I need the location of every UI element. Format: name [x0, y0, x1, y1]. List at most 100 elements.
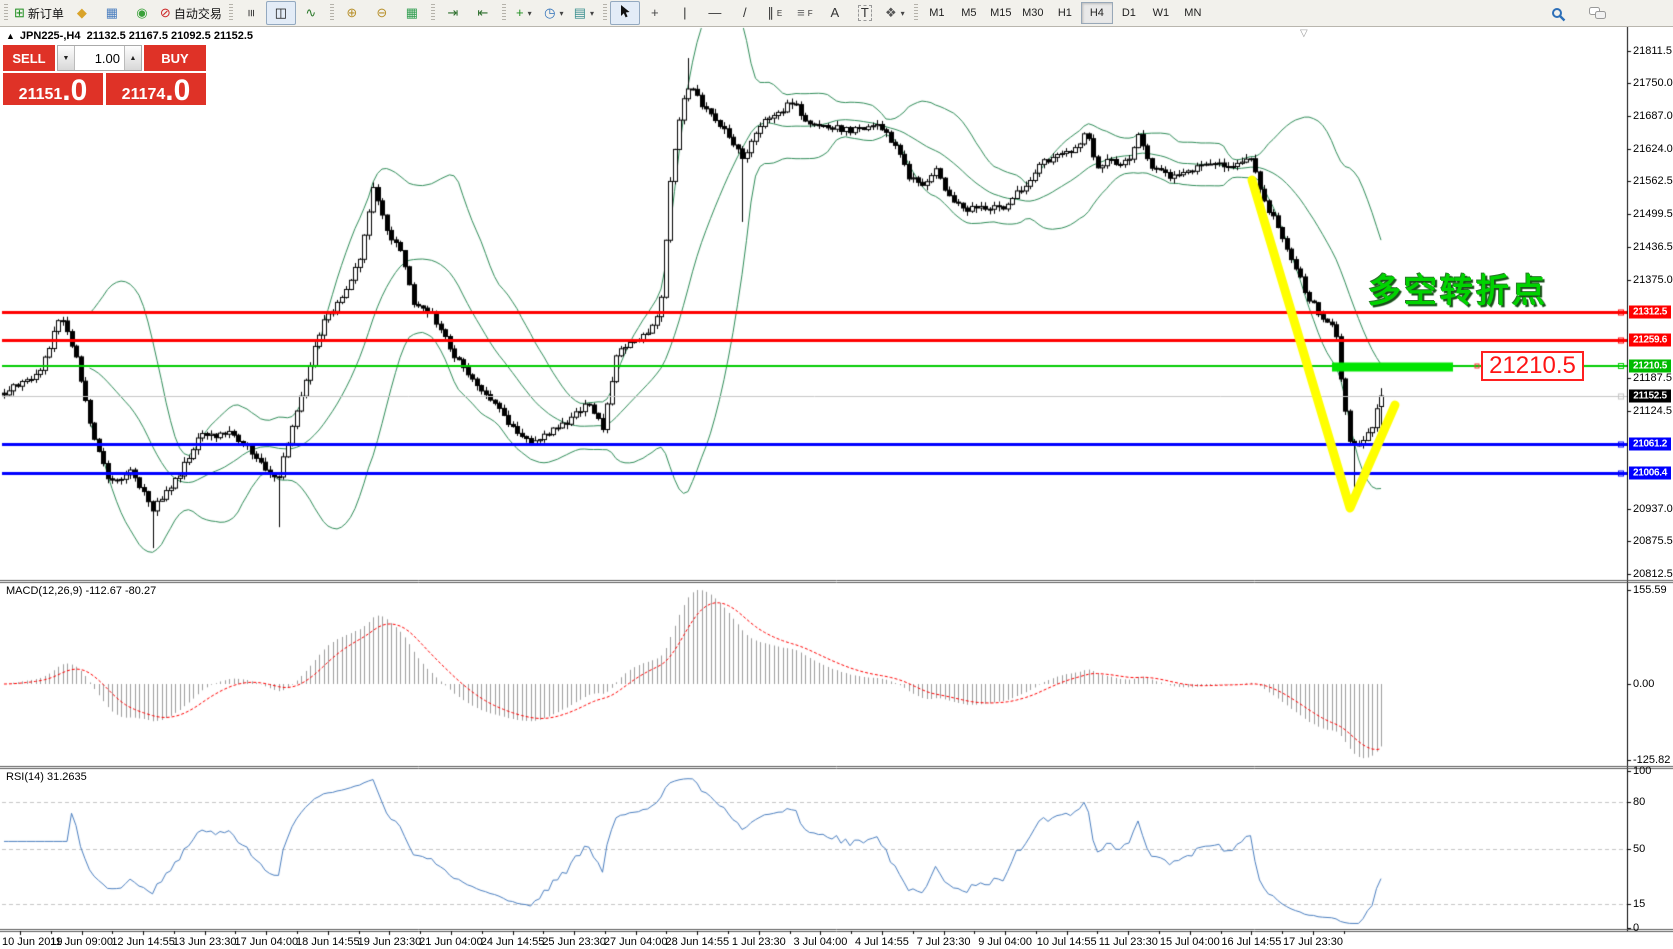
fibonacci-button[interactable]: ≡ F	[797, 5, 813, 20]
time-tick-label: 10 Jun 2019	[2, 936, 63, 948]
text-button[interactable]: A	[820, 1, 850, 25]
periods-icon: ◷	[544, 5, 556, 20]
time-tick-label: 24 Jun 14:55	[480, 936, 545, 948]
zoom-in-button[interactable]: ⊕	[337, 1, 367, 25]
search-button[interactable]	[1543, 2, 1573, 26]
price-tick-label: 21687.0	[1633, 110, 1673, 123]
periods-button[interactable]: ◷ ▾	[539, 1, 569, 25]
bar-chart-button[interactable]: ≡	[236, 1, 266, 25]
line-chart-icon: ∿	[305, 5, 317, 20]
cursor-button[interactable]	[609, 1, 640, 25]
autoscroll-icon: ⇥	[447, 5, 459, 20]
buy-price[interactable]: 21174.0	[106, 73, 206, 106]
eraser-button[interactable]: ◆	[67, 1, 97, 25]
timeframe-d1-button[interactable]: D1	[1121, 7, 1136, 19]
chart-shift-marker[interactable]: ▽	[1300, 28, 1308, 39]
timeframe-w1-button[interactable]: W1	[1152, 7, 1170, 19]
macd-label: MACD(12,26,9) -112.67 -80.27	[6, 585, 157, 597]
templates-button[interactable]: ▤ ▾	[569, 1, 599, 25]
chart-window: ▲ JPN225-,H4 21132.5 21167.5 21092.5 2115…	[0, 27, 1673, 949]
time-tick-label: 10 Jul 14:55	[1036, 936, 1097, 948]
timeframe-m1-button[interactable]: M1	[929, 7, 945, 19]
signal-icon: ◉	[136, 5, 148, 20]
trendline-icon: /	[743, 5, 747, 20]
vertical-line-button[interactable]: |	[670, 1, 700, 25]
timeframe-m5-button[interactable]: M5	[961, 7, 977, 19]
templates-icon: ▤	[573, 5, 586, 20]
line-chart-button[interactable]: ∿	[296, 1, 326, 25]
rsi-tick-label: 100	[1633, 764, 1652, 777]
sell-price[interactable]: 21151.0	[3, 73, 103, 106]
time-tick-label: 19 Jun 23:30	[357, 936, 422, 948]
turning-point-annotation[interactable]: 多空转折点	[1368, 272, 1548, 309]
timeframe-m30-button[interactable]: M30	[1022, 7, 1044, 19]
timeframe-m15-button[interactable]: M15	[990, 7, 1012, 19]
crosshair-button[interactable]: +	[640, 1, 670, 25]
timeframe-h4-button[interactable]: H4	[1080, 2, 1113, 24]
macd-tick-label: -125.82	[1633, 754, 1671, 767]
price-tick-label: 20812.5	[1633, 568, 1673, 581]
symbol-title: ▲ JPN225-,H4 21132.5 21167.5 21092.5 2115…	[6, 30, 253, 42]
timeframe-mn-button[interactable]: MN	[1184, 7, 1202, 19]
candlestick-chart-button[interactable]: ◫	[265, 1, 296, 25]
chart-window-button[interactable]: ▦	[97, 1, 127, 25]
autoscroll-button[interactable]: ⇥	[438, 1, 468, 25]
time-tick-label: 7 Jul 23:30	[916, 936, 971, 948]
dropdown-arrow-icon[interactable]: ▾	[559, 8, 564, 18]
chart-shift-icon: ⇤	[477, 5, 489, 20]
price-tick-label: 21124.5	[1633, 404, 1672, 417]
price-line-badge: 21006.4	[1629, 466, 1671, 480]
time-tick-label: 17 Jun 04:00	[234, 936, 299, 948]
symbol-name: JPN225-,H4	[19, 30, 81, 42]
text-icon: A	[830, 5, 840, 20]
tile-windows-icon: ▦	[405, 5, 418, 20]
volume-input[interactable]	[75, 46, 124, 70]
time-tick-label: 4 Jul 14:55	[855, 936, 909, 948]
timeframe-h1-button[interactable]: H1	[1057, 7, 1072, 19]
panel-collapse-arrow[interactable]: ▲	[6, 31, 15, 41]
horizontal-line-icon: —	[708, 5, 722, 20]
equidistant-channel-button[interactable]: ∥ E	[767, 5, 783, 20]
time-tick-label: 1 Jul 23:30	[731, 936, 786, 948]
price-tick-label: 21187.5	[1633, 371, 1672, 384]
dropdown-arrow-icon[interactable]: ▾	[527, 8, 532, 18]
signal-button[interactable]: ◉	[127, 1, 157, 25]
chart-canvas[interactable]	[0, 27, 1673, 949]
buy-button[interactable]: BUY	[144, 45, 206, 71]
dropdown-arrow-icon[interactable]: ▾	[589, 8, 594, 18]
time-tick-label: 18 Jun 14:55	[296, 936, 360, 948]
text-label-icon: T	[857, 5, 872, 21]
price-line-badge: 21061.2	[1629, 437, 1671, 451]
macd-tick-label: 0.00	[1633, 678, 1655, 690]
time-tick-label: 9 Jul 04:00	[978, 936, 1033, 948]
trendline-button[interactable]: /	[730, 1, 760, 25]
zoom-out-button[interactable]: ⊖	[367, 1, 397, 25]
new-order-button[interactable]: ⊞ 新订单	[11, 1, 67, 25]
price-tick-label: 20937.0	[1633, 502, 1673, 515]
horizontal-line-button[interactable]: —	[700, 1, 730, 25]
price-tick-label: 21499.5	[1633, 208, 1673, 221]
rsi-tick-label: 50	[1633, 843, 1646, 856]
volume-increase-button[interactable]: ▲	[124, 46, 141, 70]
time-tick-label: 28 Jun 14:55	[665, 936, 730, 948]
equidistant-channel-icon: ∥	[767, 5, 774, 20]
time-tick-label: 16 Jul 14:55	[1221, 936, 1282, 948]
rsi-tick-label: 0	[1633, 921, 1640, 934]
volume-decrease-button[interactable]: ▼	[58, 46, 75, 70]
chat-button[interactable]	[1583, 2, 1613, 26]
main-toolbar: ⊞ 新订单 ◆ ▦ ◉ ⊘ 自动交易 ≡ ◫ ∿ ⊕ ⊖ ▦ ⇥ ⇤ + ▾ ◷ ▾ ▤ ▾ + | — / ∥ E ≡ F A T ❖ ▾ M1…	[0, 0, 1673, 27]
time-tick-label: 13 Jun 23:30	[172, 936, 237, 948]
indicators-button[interactable]: + ▾	[509, 1, 539, 25]
text-label-button[interactable]: T	[850, 1, 880, 25]
shapes-icon: ❖	[885, 5, 897, 20]
rsi-tick-label: 80	[1633, 796, 1646, 809]
time-tick-label: 27 Jun 04:00	[603, 936, 668, 948]
chart-shift-button[interactable]: ⇤	[468, 1, 498, 25]
price-label-box[interactable]: 21210.5	[1481, 351, 1584, 381]
dropdown-arrow-icon[interactable]: ▾	[900, 8, 905, 18]
autotrading-button[interactable]: ⊘ 自动交易	[157, 1, 225, 25]
shapes-button[interactable]: ❖ ▾	[880, 1, 910, 25]
tile-windows-button[interactable]: ▦	[397, 1, 427, 25]
sell-button[interactable]: SELL	[3, 45, 55, 71]
